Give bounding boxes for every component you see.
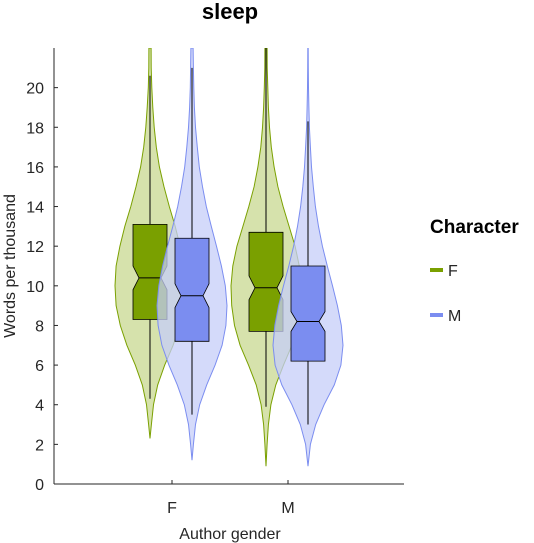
- legend-title: Character: [430, 217, 519, 238]
- chart-title: sleep: [202, 0, 258, 24]
- y-axis-label: Words per thousand: [2, 194, 19, 338]
- legend-label-m: M: [448, 308, 461, 325]
- box-m-m: [290, 265, 326, 362]
- y-tick-label: 8: [35, 318, 44, 335]
- y-tick-label: 0: [35, 477, 44, 494]
- x-tick-label: F: [167, 500, 177, 517]
- y-tick-label: 20: [26, 81, 44, 98]
- y-tick-label: 4: [35, 398, 44, 415]
- y-tick-label: 18: [26, 120, 44, 137]
- legend: Character F M: [430, 217, 519, 325]
- axes: 0 2 4 6 8 10 12 14 16 18 20 F M: [26, 48, 404, 517]
- x-tick-label: M: [281, 500, 294, 517]
- plot-area: [114, 48, 344, 467]
- y-tick-label: 6: [35, 358, 44, 375]
- x-axis-label: Author gender: [179, 526, 281, 543]
- y-tick-label: 16: [26, 160, 44, 177]
- y-tick-label: 12: [26, 239, 44, 256]
- y-tick-label: 14: [26, 200, 44, 217]
- y-tick-label: 2: [35, 437, 44, 454]
- box-m-f: [174, 237, 210, 342]
- legend-label-f: F: [448, 263, 458, 280]
- y-tick-label: 10: [26, 279, 44, 296]
